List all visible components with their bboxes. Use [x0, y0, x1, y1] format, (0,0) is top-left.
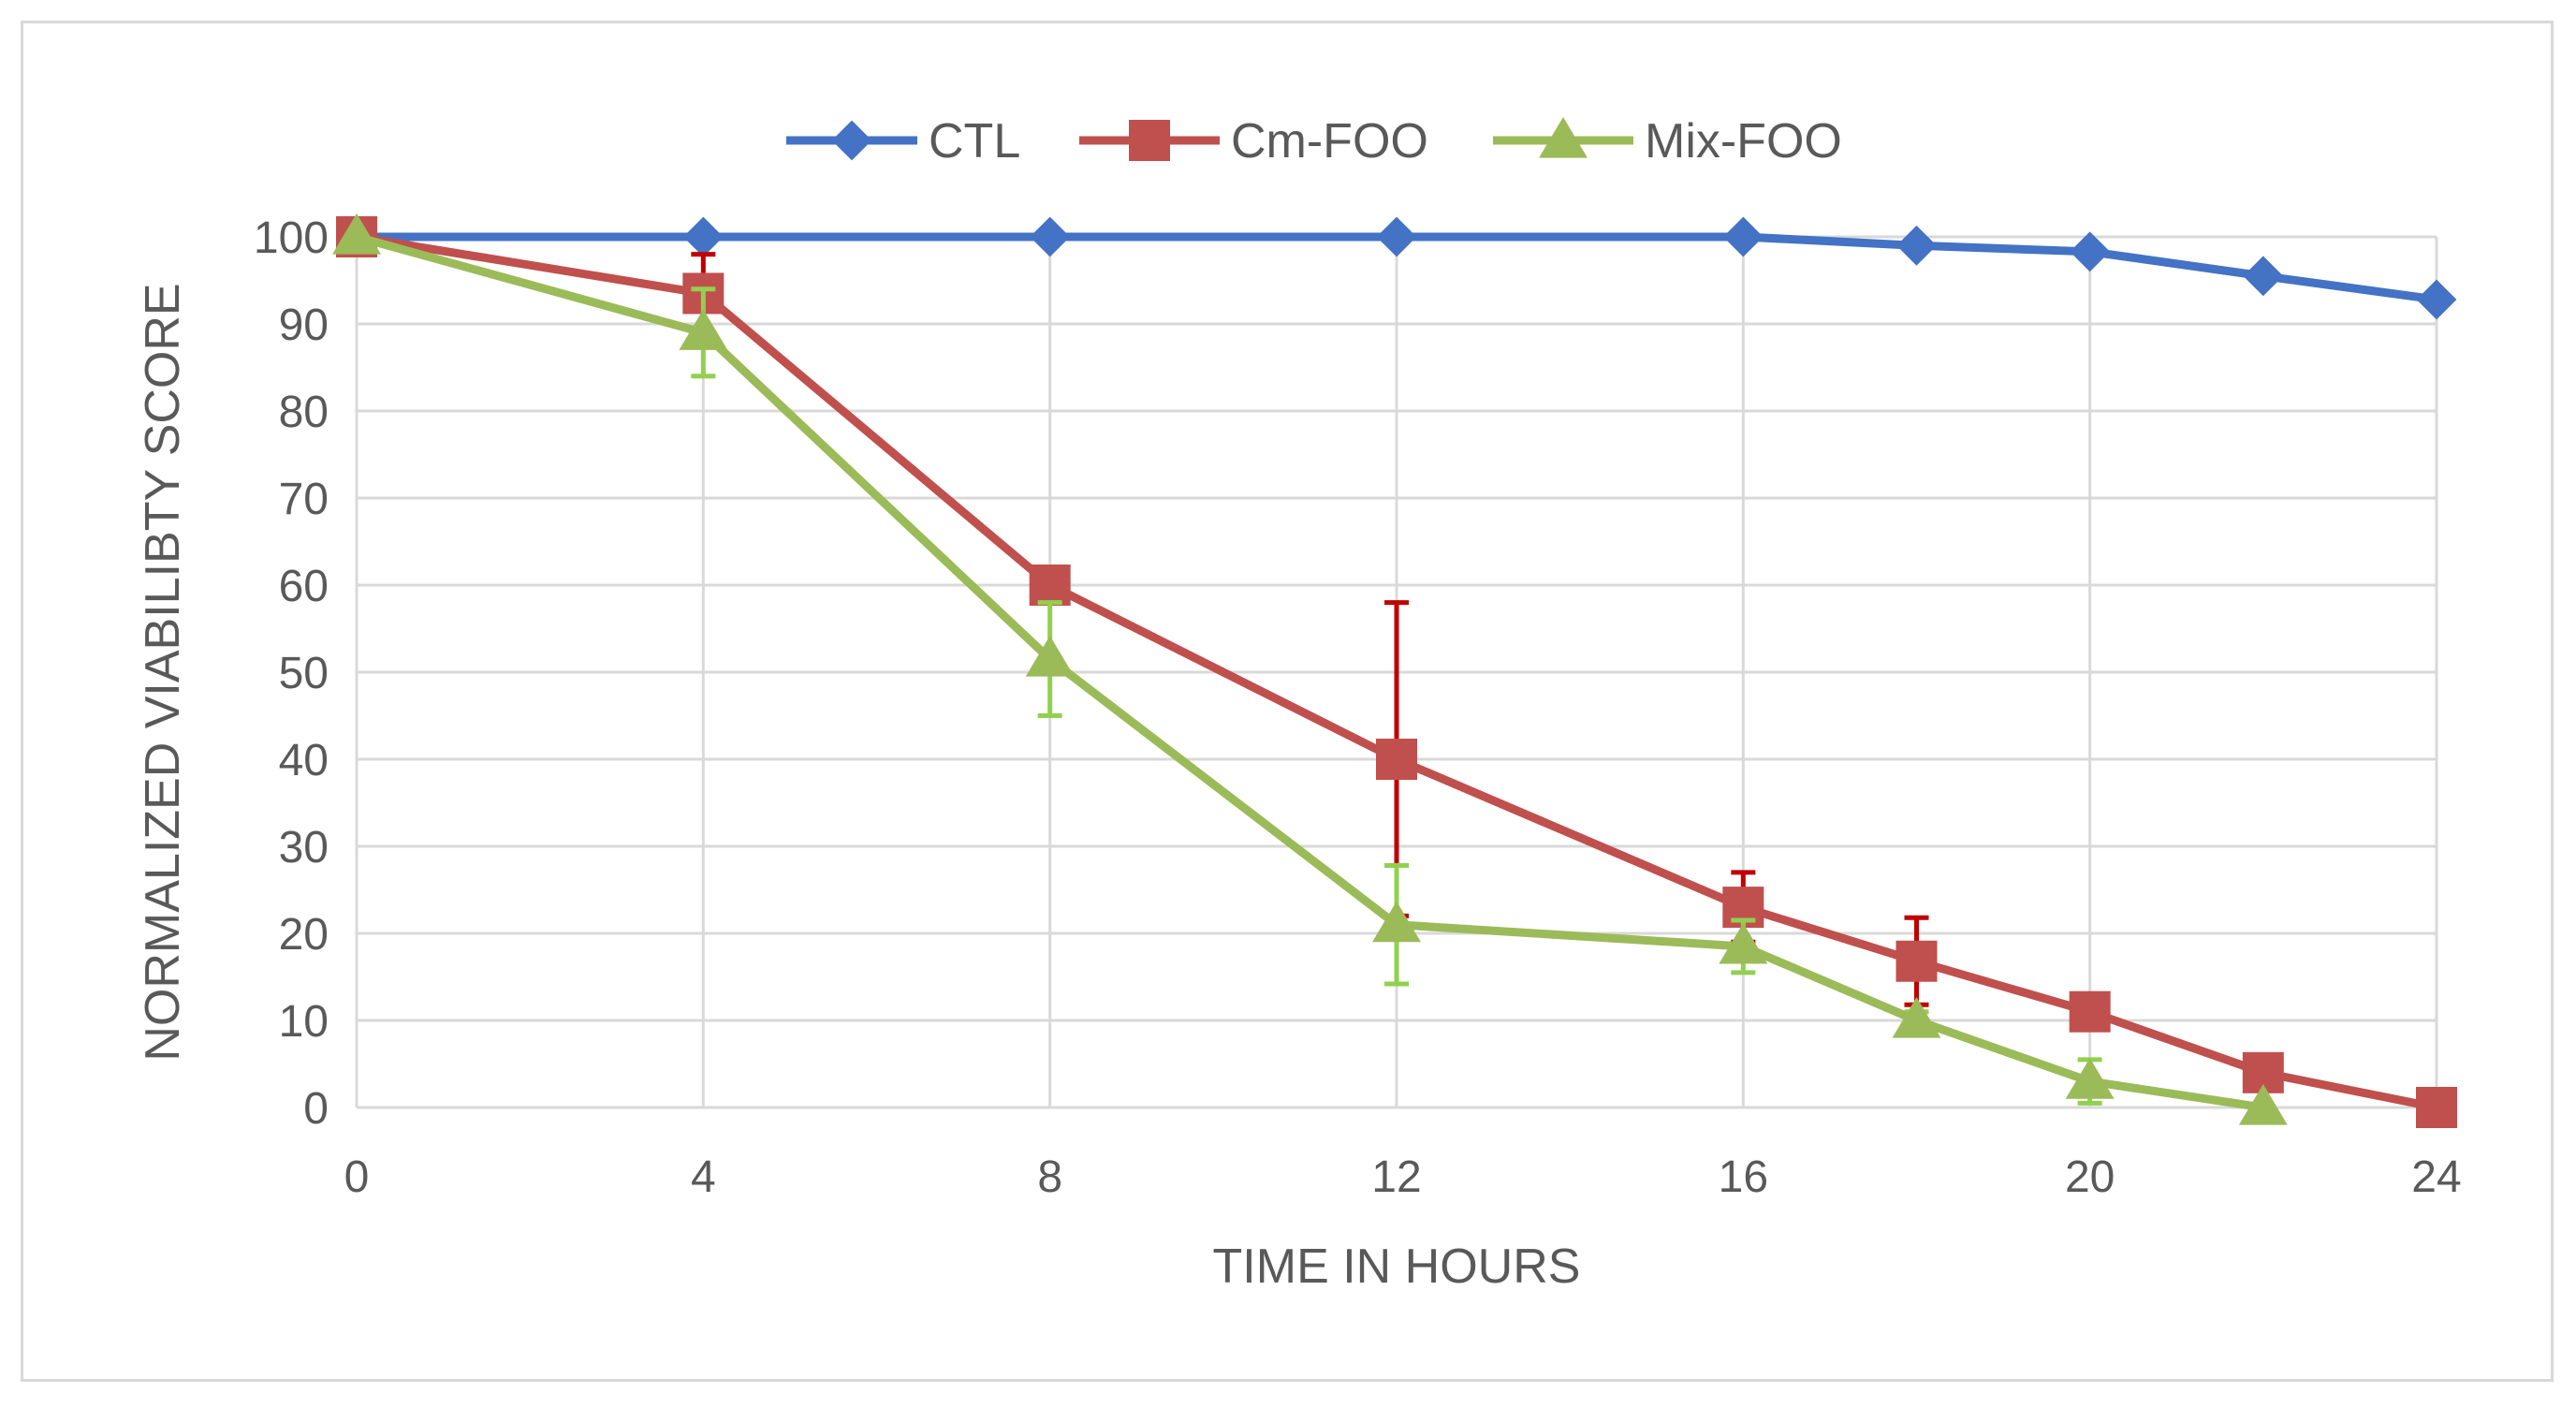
y-tick-label: 90 [279, 301, 329, 350]
series [332, 213, 2457, 1128]
x-tick-label: 20 [2065, 1152, 2115, 1202]
x-tick-labels: 0 4 8 12 16 20 24 [344, 1152, 2462, 1202]
data-point-cm-foo [2416, 1087, 2457, 1128]
legend-marker-mix-foo [1539, 116, 1588, 158]
data-point-mix-foo [1892, 996, 1941, 1038]
data-point-ctl [682, 216, 724, 257]
data-point-ctl [1030, 216, 1071, 257]
y-tick-labels: 0 10 20 30 40 50 60 70 80 90 100 [254, 213, 329, 1134]
series-mix-foo [332, 213, 2288, 1125]
data-point-mix-foo [2065, 1058, 2115, 1099]
y-tick-label: 60 [279, 562, 329, 611]
legend-label: Cm-FOO [1231, 114, 1428, 169]
x-tick-label: 24 [2411, 1152, 2461, 1202]
y-tick-label: 30 [279, 823, 329, 873]
data-point-mix-foo [1372, 901, 1421, 943]
legend-marker-cm-foo [1129, 120, 1170, 161]
y-tick-label: 50 [279, 649, 329, 698]
data-point-ctl [2070, 231, 2111, 272]
legend-item-ctl: CTL [786, 114, 1020, 169]
x-axis-title: TIME IN HOURS [1213, 1239, 1581, 1294]
series-ctl [336, 216, 2457, 320]
data-point-cm-foo [1376, 739, 1417, 780]
legend-label: CTL [929, 114, 1020, 169]
line-chart: 0 10 20 30 40 50 60 70 80 90 100 0 4 8 12 16 20 24 CTL Cm… [136, 114, 2462, 1294]
data-point-ctl [1722, 216, 1764, 257]
y-tick-label: 40 [279, 736, 329, 785]
data-point-cm-foo [1895, 940, 1938, 982]
legend-item-mix-foo: Mix-FOO [1493, 114, 1842, 169]
chart-frame: 0 10 20 30 40 50 60 70 80 90 100 0 4 8 12 16 20 24 CTL Cm… [21, 21, 2554, 1382]
data-point-mix-foo [1025, 635, 1075, 677]
y-tick-label: 80 [279, 388, 329, 437]
y-tick-label: 10 [279, 997, 329, 1047]
legend: CTL Cm-FOO Mix-FOO [786, 114, 1842, 169]
x-tick-label: 8 [1037, 1152, 1062, 1202]
y-tick-label: 100 [254, 213, 329, 263]
x-tick-label: 12 [1371, 1152, 1421, 1202]
y-axis-title: NORMALIZED VIABILIBTY SCORE [136, 283, 190, 1061]
legend-marker-ctl [831, 120, 872, 161]
x-tick-label: 0 [344, 1152, 370, 1202]
data-point-mix-foo [2238, 1083, 2288, 1125]
y-tick-label: 0 [303, 1084, 329, 1134]
data-point-ctl [2243, 256, 2284, 297]
y-tick-label: 20 [279, 910, 329, 960]
legend-item-cm-foo: Cm-FOO [1079, 114, 1428, 169]
data-point-ctl [1376, 216, 1417, 257]
axes [355, 237, 2437, 1109]
data-point-ctl [1896, 225, 1937, 266]
data-point-mix-foo [679, 309, 728, 350]
x-tick-label: 16 [1719, 1152, 1768, 1202]
series-line-mix-foo [352, 232, 2268, 1112]
data-point-mix-foo [1719, 922, 1768, 964]
legend-label: Mix-FOO [1645, 114, 1842, 169]
data-point-mix-foo [332, 213, 381, 255]
data-point-cm-foo [1029, 565, 1071, 606]
y-tick-label: 70 [279, 475, 329, 524]
data-point-cm-foo [2069, 990, 2111, 1033]
x-tick-label: 4 [691, 1152, 716, 1202]
data-point-ctl [2416, 279, 2457, 320]
